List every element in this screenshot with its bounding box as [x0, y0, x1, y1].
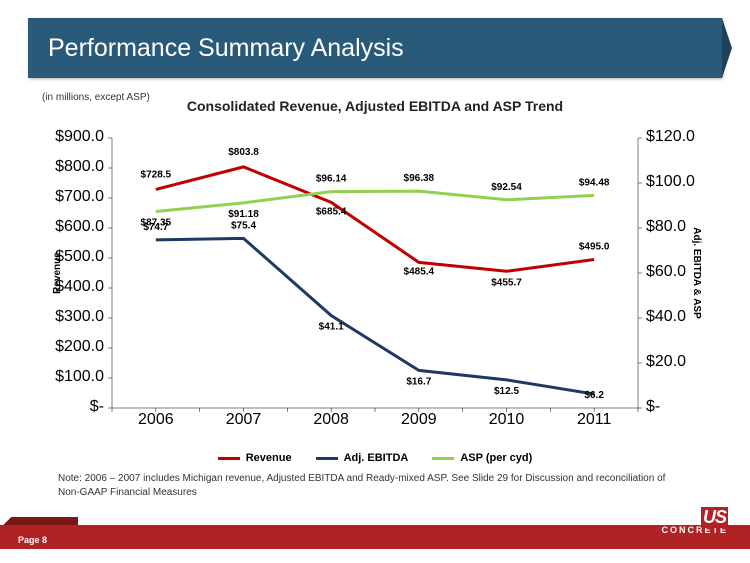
svg-text:$120.0: $120.0 — [646, 128, 695, 145]
data-label: $728.5 — [141, 169, 172, 180]
chart-legend: Revenue Adj. EBITDA ASP (per cyd) — [0, 452, 750, 464]
legend-swatch — [316, 457, 338, 460]
page-number: Page 8 — [18, 535, 47, 545]
legend-label: Adj. EBITDA — [344, 452, 409, 464]
svg-text:$900.0: $900.0 — [55, 128, 104, 145]
legend-item: ASP (per cyd) — [432, 452, 532, 464]
legend-label: ASP (per cyd) — [460, 452, 532, 464]
svg-text:$60.0: $60.0 — [646, 263, 686, 280]
svg-text:$80.0: $80.0 — [646, 218, 686, 235]
svg-text:2008: 2008 — [313, 411, 349, 428]
svg-text:$100.0: $100.0 — [55, 368, 104, 385]
svg-text:Adj. EBITDA & ASP: Adj. EBITDA & ASP — [691, 227, 702, 319]
data-label: $91.18 — [228, 209, 259, 220]
data-label: $75.4 — [231, 220, 256, 231]
svg-text:$200.0: $200.0 — [55, 338, 104, 355]
svg-text:$700.0: $700.0 — [55, 188, 104, 205]
slide-title: Performance Summary Analysis — [48, 34, 404, 63]
footer-band — [0, 525, 750, 549]
data-label: $96.38 — [404, 173, 435, 184]
svg-text:2011: 2011 — [577, 411, 612, 428]
svg-text:$-: $- — [90, 398, 104, 415]
svg-text:$-: $- — [646, 398, 660, 415]
svg-text:2007: 2007 — [226, 411, 262, 428]
chart-svg: $-$100.0$200.0$300.0$400.0$500.0$600.0$7… — [42, 118, 708, 438]
legend-swatch — [218, 457, 240, 460]
data-label: $94.48 — [579, 177, 610, 188]
data-label: $16.7 — [406, 376, 431, 387]
foot-note: Note: 2006 – 2007 includes Michigan reve… — [58, 472, 678, 499]
svg-text:Revenue: Revenue — [52, 252, 63, 294]
svg-text:$300.0: $300.0 — [55, 308, 104, 325]
svg-text:$40.0: $40.0 — [646, 308, 686, 325]
data-label: $96.14 — [316, 174, 347, 185]
svg-text:$600.0: $600.0 — [55, 218, 104, 235]
data-label: $685.4 — [316, 206, 347, 217]
legend-item: Adj. EBITDA — [316, 452, 409, 464]
data-label: $455.7 — [491, 277, 522, 288]
logo-us: US — [701, 507, 728, 528]
data-label: $6.2 — [584, 390, 604, 401]
data-label: $803.8 — [228, 147, 259, 158]
data-label: $92.54 — [491, 182, 522, 193]
slide: Performance Summary Analysis (in million… — [0, 0, 750, 563]
svg-text:$800.0: $800.0 — [55, 158, 104, 175]
data-label: $485.4 — [404, 266, 435, 277]
chart-title: Consolidated Revenue, Adjusted EBITDA an… — [0, 98, 750, 114]
svg-text:2010: 2010 — [489, 411, 525, 428]
svg-text:$20.0: $20.0 — [646, 353, 686, 370]
svg-text:$100.0: $100.0 — [646, 173, 695, 190]
logo: US CONCRETE — [661, 506, 728, 535]
svg-text:2009: 2009 — [401, 411, 437, 428]
legend-label: Revenue — [246, 452, 292, 464]
legend-swatch — [432, 457, 454, 460]
chart-container: $-$100.0$200.0$300.0$400.0$500.0$600.0$7… — [42, 118, 708, 438]
svg-text:2006: 2006 — [138, 411, 174, 428]
title-bar: Performance Summary Analysis — [28, 18, 722, 78]
data-label: $12.5 — [494, 386, 519, 397]
legend-item: Revenue — [218, 452, 292, 464]
data-label: $495.0 — [579, 242, 610, 253]
data-label: $87.35 — [141, 217, 172, 228]
data-label: $41.1 — [319, 322, 344, 333]
